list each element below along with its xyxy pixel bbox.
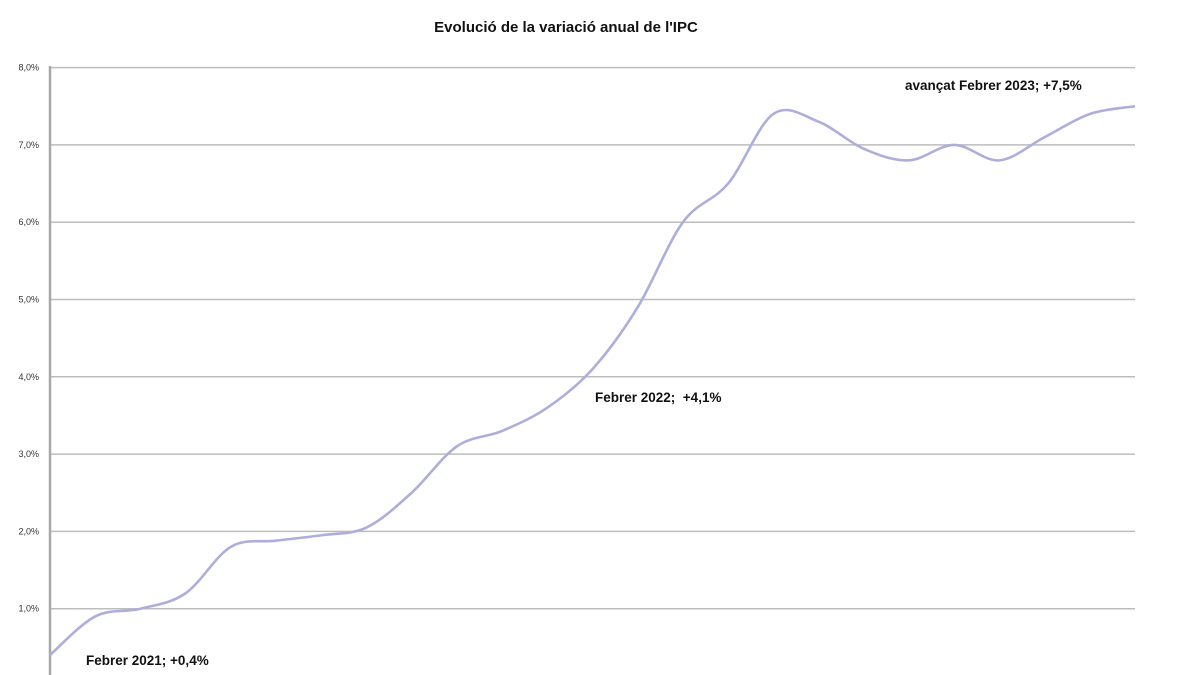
annotation-feb-2023: avançat Febrer 2023; +7,5%	[905, 78, 1082, 93]
y-tick-label: 5,0%	[18, 295, 39, 305]
y-tick-label: 8,0%	[18, 63, 39, 73]
annotation-feb-2021: Febrer 2021; +0,4%	[86, 653, 209, 668]
y-tick-label: 6,0%	[18, 217, 39, 227]
y-tick-label: 3,0%	[18, 449, 39, 459]
annotation-feb-2022: Febrer 2022; +4,1%	[595, 390, 721, 405]
y-tick-label: 4,0%	[18, 372, 39, 382]
y-tick-label: 7,0%	[18, 140, 39, 150]
y-tick-label: 1,0%	[18, 604, 39, 614]
y-tick-label: 2,0%	[18, 526, 39, 536]
chart-title: Evolució de la variació anual de l'IPC	[434, 19, 698, 36]
series-line	[49, 104, 1136, 657]
